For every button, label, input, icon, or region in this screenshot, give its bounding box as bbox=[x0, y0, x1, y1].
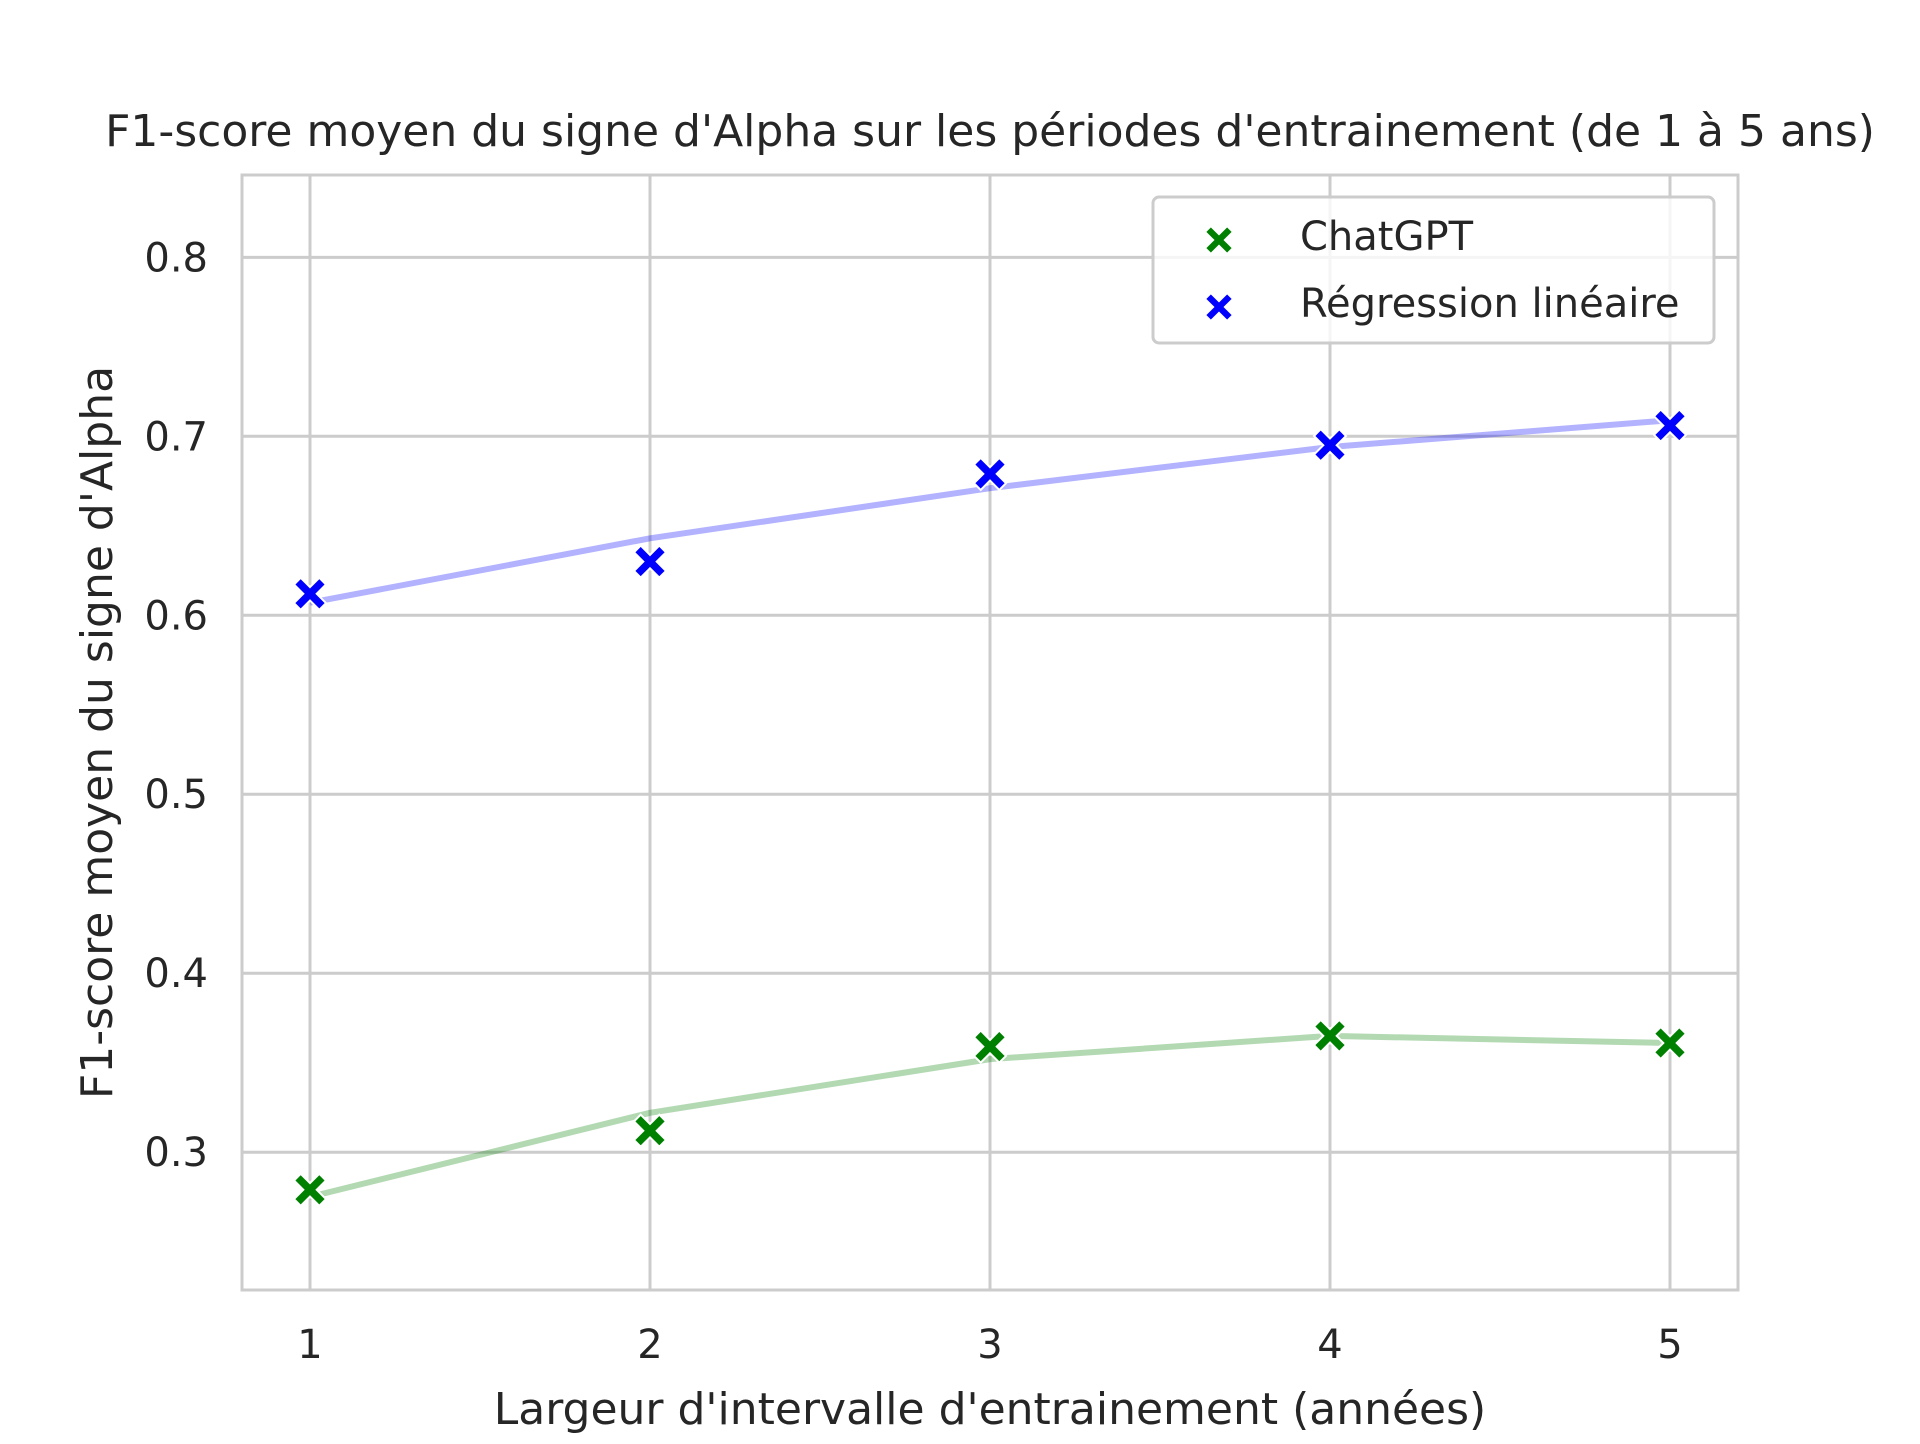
x-tick-label: 1 bbox=[297, 1322, 322, 1368]
y-axis-title: F1-score moyen du signe d'Alpha bbox=[72, 366, 123, 1099]
data-point bbox=[1652, 1025, 1688, 1061]
data-point bbox=[1312, 427, 1348, 463]
y-tick-label: 0.5 bbox=[144, 772, 208, 818]
plot-frame bbox=[240, 173, 1740, 1292]
x-tick-label: 4 bbox=[1317, 1322, 1342, 1368]
data-point bbox=[1312, 1018, 1348, 1054]
data-point bbox=[972, 456, 1008, 492]
data-point bbox=[632, 1113, 668, 1149]
y-tick-label: 0.8 bbox=[144, 235, 208, 281]
data-point bbox=[632, 544, 668, 580]
legend-marker bbox=[1203, 291, 1235, 323]
y-tick-label: 0.3 bbox=[144, 1130, 208, 1176]
data-point bbox=[972, 1029, 1008, 1065]
trend-lines bbox=[309, 417, 1671, 1200]
x-tick-label: 2 bbox=[637, 1322, 662, 1368]
data-point bbox=[292, 576, 328, 612]
legend: ChatGPT Régression linéaire bbox=[1151, 195, 1716, 345]
x-tick-label: 5 bbox=[1657, 1322, 1682, 1368]
trend-line-1 bbox=[309, 417, 1671, 606]
tick-labels: 1 2 3 4 5 0.3 0.4 0.5 0.6 0.7 0.8 bbox=[144, 235, 1682, 1368]
data-point bbox=[1652, 408, 1688, 444]
legend-box bbox=[1151, 195, 1716, 345]
data-markers bbox=[292, 408, 1688, 1208]
x-tick-label: 3 bbox=[977, 1322, 1002, 1368]
y-tick-label: 0.4 bbox=[144, 951, 208, 997]
legend-entries: ChatGPT Régression linéaire bbox=[1203, 214, 1680, 327]
chart-title: F1-score moyen du signe d'Alpha sur les … bbox=[105, 106, 1875, 157]
x-axis-title: Largeur d'intervalle d'entrainement (ann… bbox=[494, 1384, 1486, 1435]
data-point bbox=[292, 1172, 328, 1208]
legend-label: ChatGPT bbox=[1300, 214, 1474, 260]
legend-label: Régression linéaire bbox=[1300, 281, 1680, 327]
legend-marker bbox=[1203, 224, 1235, 256]
trend-line-0 bbox=[309, 1032, 1671, 1200]
y-tick-label: 0.6 bbox=[144, 593, 208, 639]
y-tick-label: 0.7 bbox=[144, 414, 208, 460]
